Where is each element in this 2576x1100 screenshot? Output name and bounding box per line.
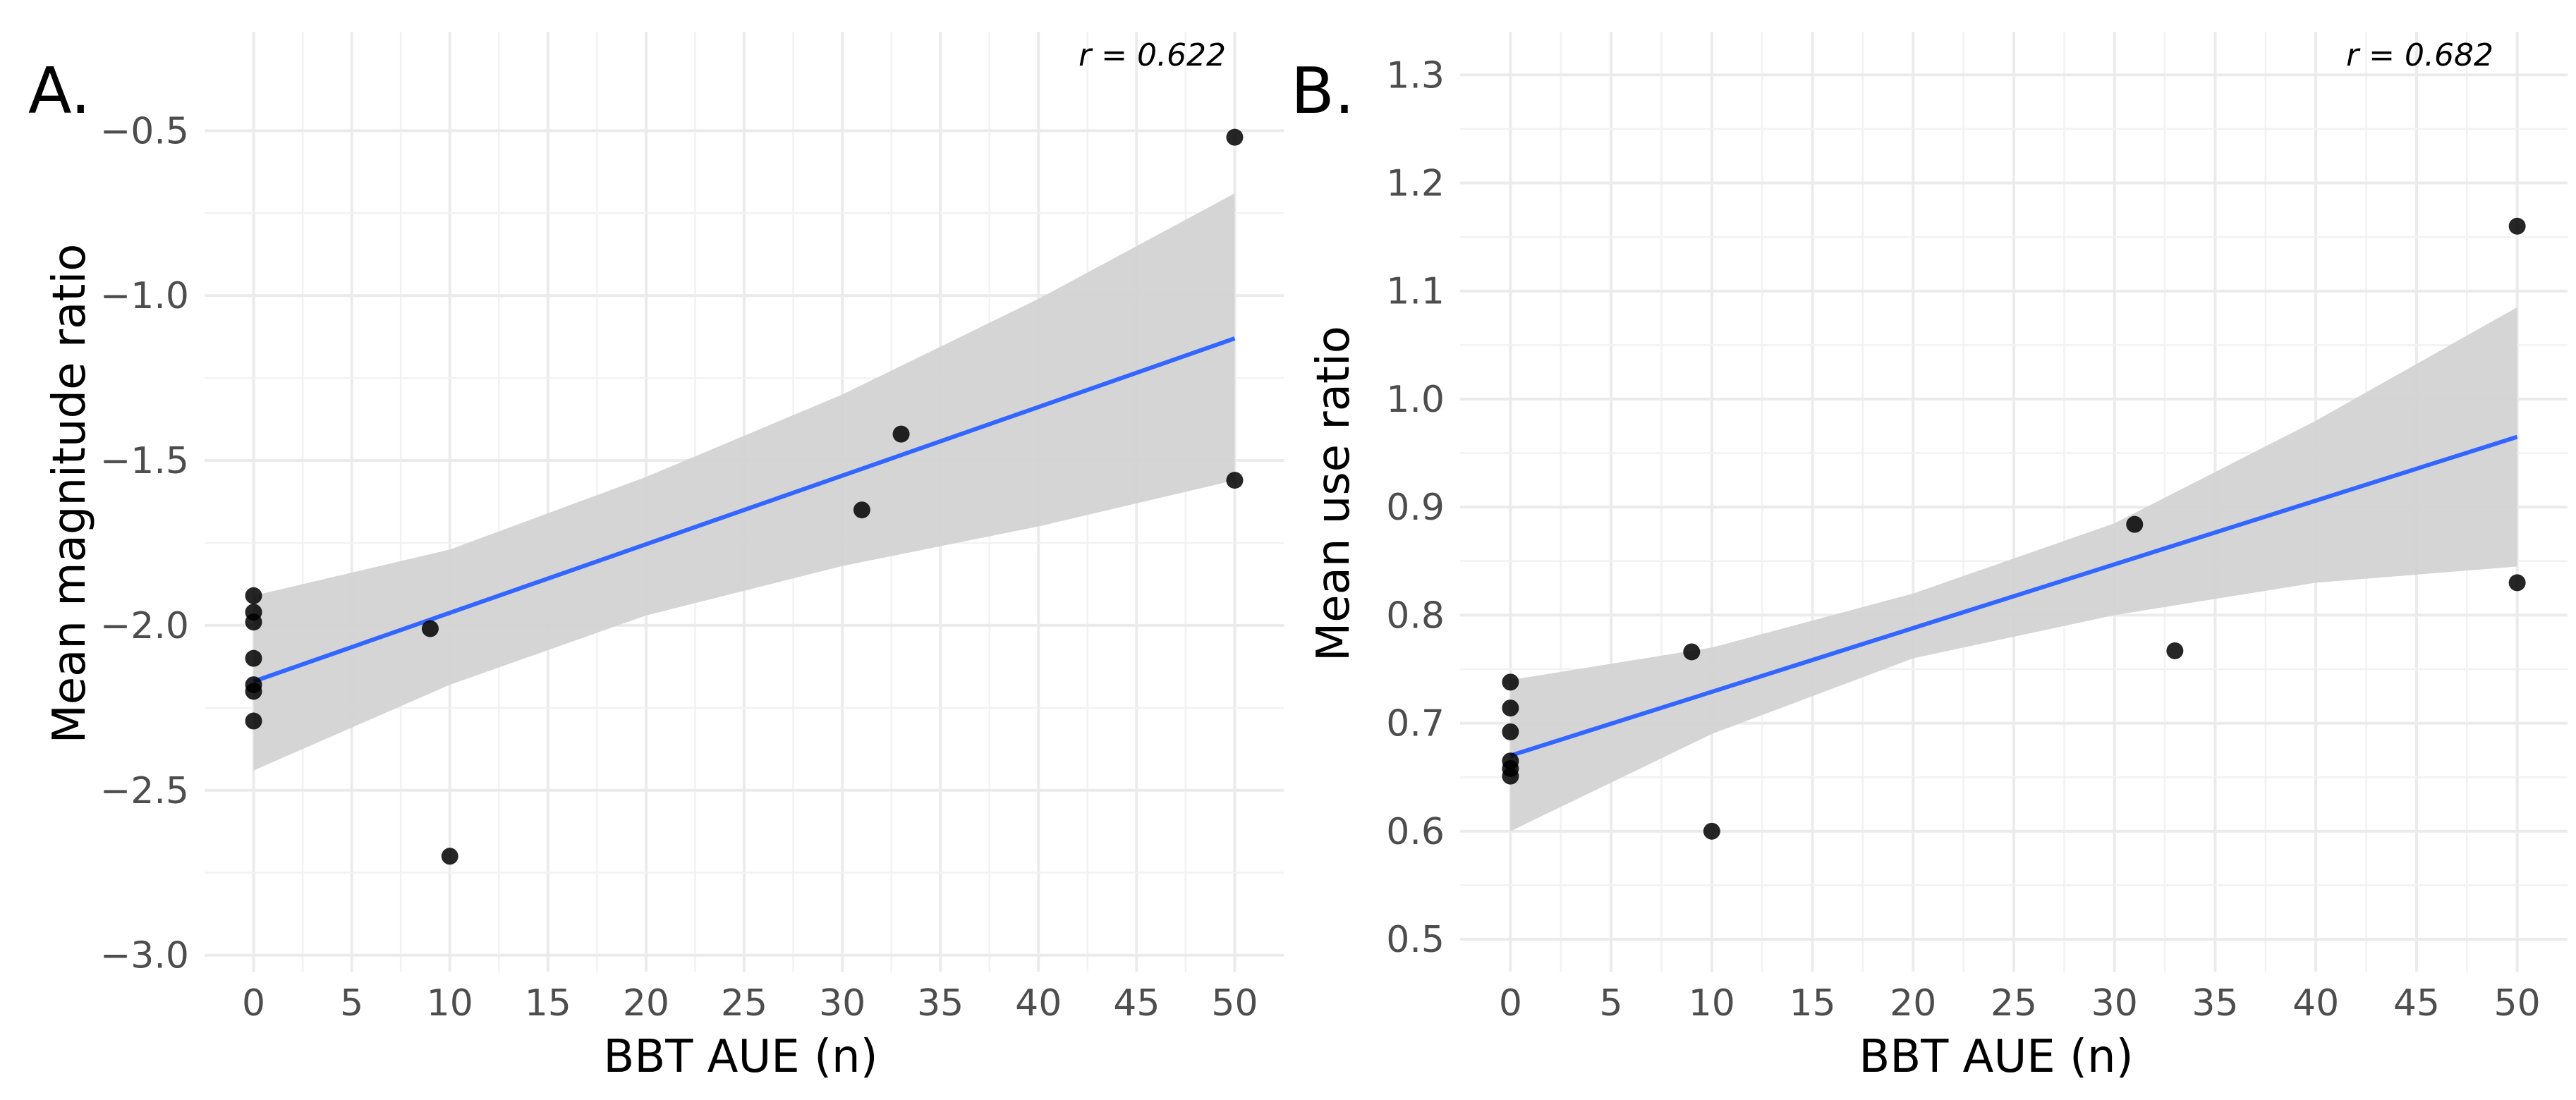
panel-b-x-axis-title: BBT AUE (n) xyxy=(1859,1031,2133,1083)
panel-b-y-tick-label: 0.5 xyxy=(1386,919,1445,961)
panel-a-y-tick-label: −2.0 xyxy=(100,605,189,647)
panel-a-x-tick-label: 25 xyxy=(721,982,767,1025)
panel-a-confidence-band-area xyxy=(253,193,1235,771)
panel-a-data-point xyxy=(421,620,439,637)
panel-a-y-tick-label: −2.5 xyxy=(100,770,189,812)
panel-b-x-tick-label: 40 xyxy=(2292,982,2339,1025)
panel-a: 0 5 10 15 20 25 30 35 40 45 50 −3.0 −2.5 −2.0 −1.5 −1.… xyxy=(28,32,1284,1083)
panel-b-y-tick-label: 1.1 xyxy=(1386,271,1445,313)
panel-b-fit-line xyxy=(1509,434,2518,758)
panel-a-y-tick-labels: −3.0 −2.5 −2.0 −1.5 −1.0 −0.5 xyxy=(100,110,189,977)
panel-a-y-tick-label: −0.5 xyxy=(100,110,189,152)
panel-a-x-tick-label: 5 xyxy=(340,982,363,1025)
panel-a-data-point xyxy=(441,848,458,865)
panel-b-correlation: r = 0.682 xyxy=(2346,37,2493,73)
panel-a-x-tick-label: 15 xyxy=(525,982,571,1025)
panel-b-y-tick-label: 0.9 xyxy=(1386,487,1445,529)
panel-a-data-point xyxy=(1226,472,1244,489)
panel-b-data-point xyxy=(2166,642,2184,659)
panel-a-fit-line xyxy=(253,336,1236,684)
panel-b-data-point xyxy=(1502,673,1519,691)
panel-a-data-point xyxy=(892,425,910,443)
panel-b-y-tick-label: 0.7 xyxy=(1386,703,1445,745)
panel-b-label: B. xyxy=(1291,54,1354,128)
panel-a-data-point xyxy=(1226,128,1244,146)
panel-b-data-point xyxy=(1683,643,1701,661)
panel-b-x-tick-label: 35 xyxy=(2192,982,2238,1025)
panel-a-x-axis-title: BBT AUE (n) xyxy=(603,1031,877,1083)
panel-b-y-tick-label: 0.6 xyxy=(1386,811,1445,853)
panel-a-x-tick-label: 10 xyxy=(427,982,473,1025)
panel-b-confidence-band xyxy=(1510,307,2517,831)
panel-b-x-tick-label: 20 xyxy=(1890,982,1936,1025)
panel-b-data-point xyxy=(1502,723,1519,740)
panel-a-x-tick-label: 50 xyxy=(1211,982,1258,1025)
panel-b-data-point xyxy=(2126,515,2144,533)
panel-b-x-tick-label: 50 xyxy=(2494,982,2541,1025)
panel-b-x-tick-label: 10 xyxy=(1689,982,1735,1025)
panel-b-points xyxy=(1502,217,2526,840)
panel-a-x-tick-label: 30 xyxy=(819,982,865,1025)
panel-b-x-tick-label: 45 xyxy=(2393,982,2440,1025)
panel-a-x-tick-label: 45 xyxy=(1113,982,1160,1025)
panel-b-confidence-band-area xyxy=(1510,307,2517,831)
panel-b-data-point xyxy=(1703,822,1720,840)
panel-b-fit-line-group xyxy=(1509,434,2518,758)
panel-b-y-tick-label: 1.3 xyxy=(1386,54,1445,97)
panel-a-data-point xyxy=(245,683,262,700)
panel-b-y-tick-label: 1.2 xyxy=(1386,163,1445,205)
panel-a-fit-line-group xyxy=(253,336,1236,684)
panel-b-x-tick-label: 15 xyxy=(1789,982,1835,1025)
panel-b-x-tick-label: 30 xyxy=(2091,982,2138,1025)
panel-b-x-tick-label: 0 xyxy=(1499,982,1522,1025)
panel-a-y-tick-label: −1.0 xyxy=(100,275,189,317)
panel-b-y-tick-label: 1.0 xyxy=(1386,379,1445,421)
panel-a-label: A. xyxy=(28,54,91,128)
panel-a-x-tick-labels: 0 5 10 15 20 25 30 35 40 45 50 xyxy=(242,982,1258,1025)
panel-a-y-axis-title: Mean magnitude ratio xyxy=(44,244,96,744)
panel-a-x-tick-label: 40 xyxy=(1015,982,1062,1025)
panel-b-data-point xyxy=(2508,217,2526,235)
panel-a-data-point xyxy=(245,712,262,730)
panel-a-data-point xyxy=(853,501,870,519)
panel-a-data-point xyxy=(245,587,262,604)
panel-b-x-tick-label: 5 xyxy=(1600,982,1623,1025)
panel-b-y-tick-label: 0.8 xyxy=(1386,594,1445,637)
panel-a-data-point xyxy=(245,613,262,631)
panel-a-points xyxy=(245,128,1244,865)
panel-b-x-tick-label: 25 xyxy=(1991,982,2037,1025)
panel-a-y-tick-label: −3.0 xyxy=(100,935,189,977)
panel-a-y-tick-label: −1.5 xyxy=(100,440,189,482)
panel-b-y-tick-labels: 0.5 0.6 0.7 0.8 0.9 1.0 1.1 1.2 1.3 xyxy=(1386,54,1445,961)
panel-a-correlation: r = 0.622 xyxy=(1079,37,1226,73)
panel-a-x-tick-label: 20 xyxy=(623,982,669,1025)
panel-b-data-point xyxy=(1502,699,1519,717)
panel-b-x-tick-labels: 0 5 10 15 20 25 30 35 40 45 50 xyxy=(1499,982,2541,1025)
panel-b-y-axis-title: Mean use ratio xyxy=(1308,326,1360,661)
panel-a-x-tick-label: 0 xyxy=(242,982,265,1025)
panel-b-data-point xyxy=(1502,767,1519,785)
panel-a-confidence-band xyxy=(253,193,1235,771)
panel-b-data-point xyxy=(2508,574,2526,592)
panel-b: 0 5 10 15 20 25 30 35 40 45 50 0.5 0.6 0.7 0.8 0.9 1.0 1… xyxy=(1291,32,2568,1083)
panel-a-data-point xyxy=(245,649,262,667)
panel-a-x-tick-label: 35 xyxy=(917,982,964,1025)
